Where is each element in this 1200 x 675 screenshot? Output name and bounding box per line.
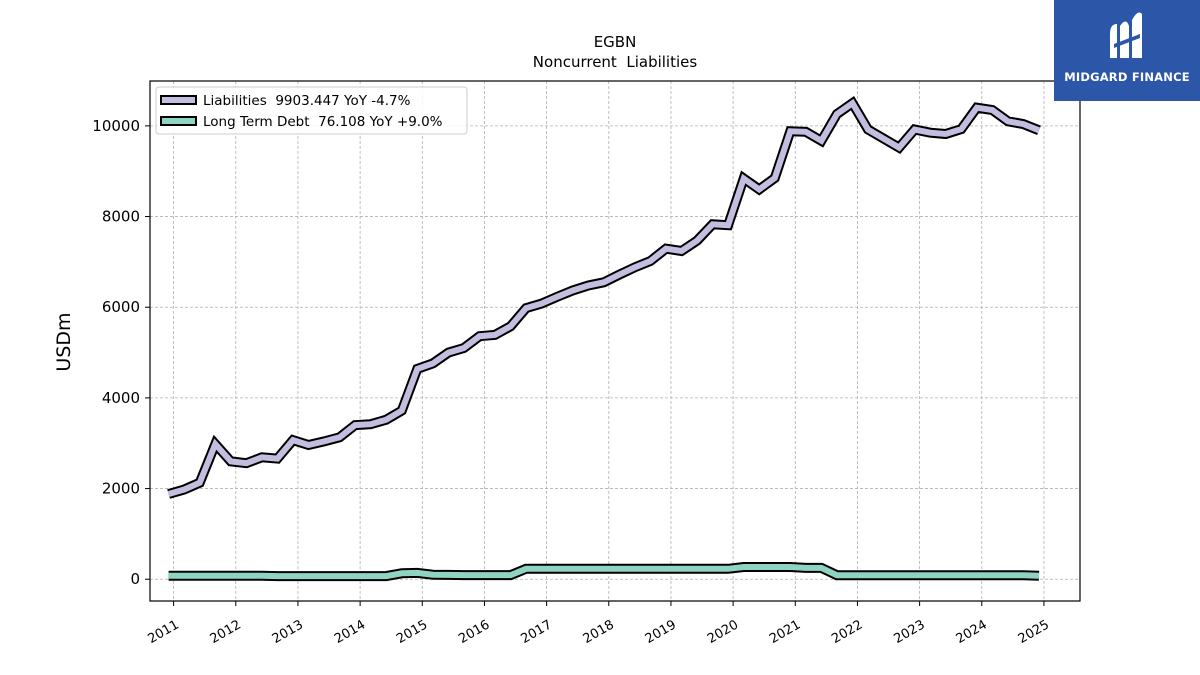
logo-text: MIDGARD FINANCE [1064, 70, 1190, 84]
series-layer [167, 96, 1041, 582]
legend-swatch-1 [160, 116, 197, 126]
y-tick-label: 6000 [102, 298, 140, 316]
legend-label-0: Liabilities 9903.447 YoY -4.7% [203, 93, 411, 109]
chart-subtitle: Noncurrent Liabilities [533, 53, 698, 71]
plot-frame [149, 80, 1081, 602]
y-tick-label: 4000 [102, 389, 140, 407]
y-tick-label: 0 [130, 570, 140, 588]
legend-label-1: Long Term Debt 76.108 YoY +9.0% [203, 114, 443, 130]
series-line-0 [167, 98, 1041, 497]
y-tick-label: 2000 [102, 480, 140, 498]
legend: Liabilities 9903.447 YoY -4.7% Long Term … [155, 86, 468, 135]
brand-logo: MIDGARD FINANCE [1054, 0, 1200, 101]
y-tick-label: 10000 [92, 117, 140, 135]
legend-box [155, 86, 468, 135]
series-line-1 [168, 564, 1040, 580]
chart-title: EGBN [594, 33, 637, 51]
y-axis-label: USDm [53, 312, 75, 371]
midgard-logo-icon [1110, 12, 1142, 58]
legend-swatch-0 [160, 95, 197, 105]
y-tick-label: 8000 [102, 208, 140, 226]
